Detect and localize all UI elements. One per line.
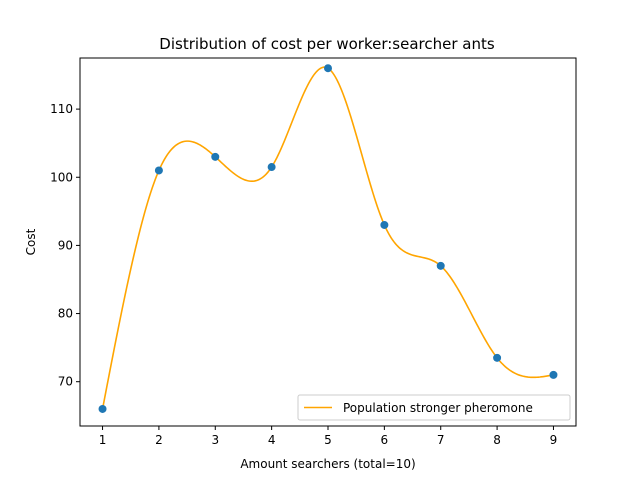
x-tick-label: 1 xyxy=(99,433,107,447)
data-point xyxy=(380,220,389,229)
x-tick-label: 9 xyxy=(550,433,558,447)
data-point xyxy=(493,353,502,362)
x-tick-label: 7 xyxy=(437,433,445,447)
data-point xyxy=(324,64,332,73)
plot-area xyxy=(98,64,558,413)
y-tick-label: 100 xyxy=(50,170,73,184)
data-point xyxy=(211,152,220,161)
legend-label: Population stronger pheromone xyxy=(343,401,533,415)
x-tick-label: 4 xyxy=(268,433,276,447)
y-tick-label: 80 xyxy=(58,307,73,321)
x-axis-label: Amount searchers (total=10) xyxy=(240,457,415,471)
y-tick-label: 110 xyxy=(50,102,73,116)
y-tick-label: 70 xyxy=(58,375,73,389)
data-point xyxy=(436,261,445,270)
x-axis: 1 2 3 4 5 6 7 8 9 xyxy=(99,426,558,447)
legend: Population stronger pheromone xyxy=(297,394,571,421)
x-tick-label: 5 xyxy=(324,433,332,447)
data-point xyxy=(549,370,558,379)
data-point xyxy=(267,163,276,172)
x-tick-label: 3 xyxy=(211,433,219,447)
chart-title: Distribution of cost per worker:searcher… xyxy=(159,35,495,53)
x-tick-label: 8 xyxy=(493,433,501,447)
y-tick-label: 90 xyxy=(58,238,73,252)
legend-box xyxy=(297,394,571,421)
y-axis-label: Cost xyxy=(24,228,38,255)
data-point xyxy=(154,166,163,175)
x-tick-label: 6 xyxy=(381,433,389,447)
y-axis: 70 80 90 100 110 xyxy=(50,102,80,389)
x-tick-label: 2 xyxy=(155,433,163,447)
data-point xyxy=(98,404,107,413)
